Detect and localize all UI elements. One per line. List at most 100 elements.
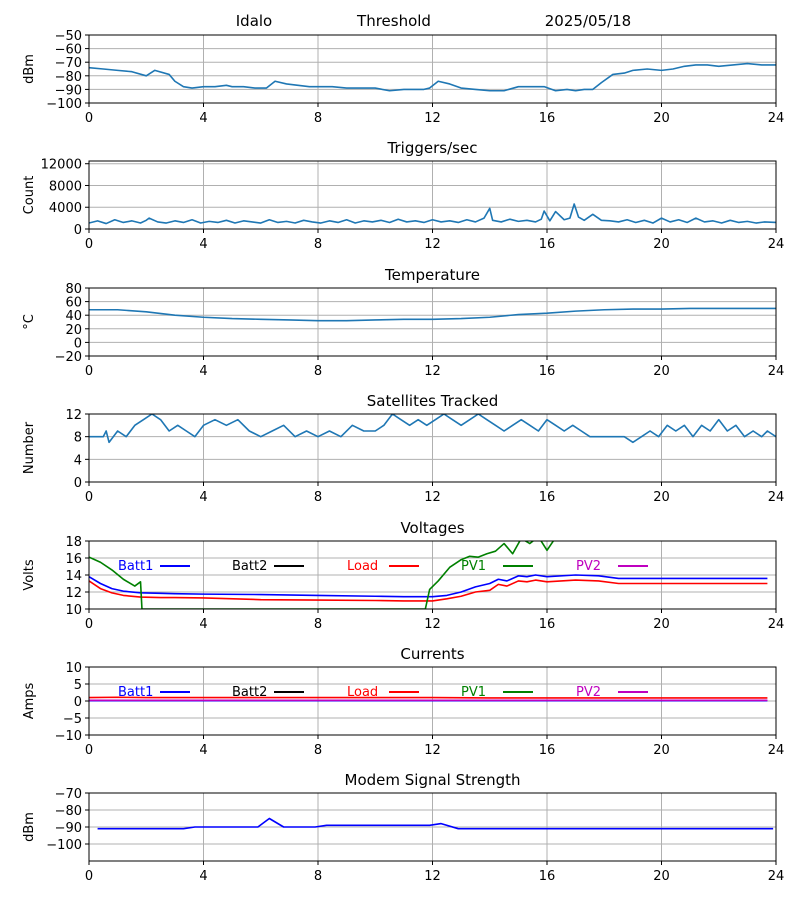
- y-tick-label: −70: [55, 56, 82, 71]
- x-tick-label: 12: [424, 364, 441, 379]
- series-line-0: [97, 817, 774, 830]
- x-tick-label: 8: [314, 364, 322, 379]
- x-tick-label: 12: [424, 111, 441, 126]
- y-tick-label: −70: [55, 787, 82, 802]
- series-line-0: [89, 307, 776, 322]
- x-tick-label: 24: [768, 111, 785, 126]
- y-tick-label: −50: [55, 29, 82, 44]
- y-tick-label: −5: [63, 712, 82, 727]
- x-tick-label: 8: [314, 237, 322, 252]
- x-tick-label: 20: [653, 743, 670, 758]
- y-tick-label: 18: [65, 535, 82, 550]
- y-tick-label: 80: [65, 282, 82, 297]
- series-line-0: [89, 62, 776, 92]
- y-tick-label: 12000: [41, 158, 82, 173]
- y-tick-label: 60: [65, 296, 82, 311]
- y-tick-label: 10: [65, 603, 82, 618]
- x-tick-label: 12: [424, 237, 441, 252]
- panel-satellites: 0 4 8 12 16 20 24 0 4 8 12 Satellites Tracked Number: [22, 392, 784, 505]
- x-tick-label: 0: [85, 490, 93, 505]
- x-tick-label: 24: [768, 364, 785, 379]
- y-tick-label: 5: [74, 678, 82, 693]
- x-tick-label: 20: [653, 111, 670, 126]
- panel-title: Temperature: [384, 266, 480, 284]
- panel-title: Currents: [400, 645, 464, 663]
- panel-currents: 0 4 8 12 16 20 24 −10 −5 0 5 10 Currents Amps Load Batt…: [22, 645, 784, 758]
- x-tick-label: 8: [314, 743, 322, 758]
- legend-label-pv1: PV1: [461, 685, 486, 700]
- x-tick-label: 12: [424, 490, 441, 505]
- legend-label-load: Load: [347, 559, 378, 574]
- x-tick-label: 20: [653, 237, 670, 252]
- y-tick-label: −80: [55, 804, 82, 819]
- y-axis-label: dBm: [22, 54, 37, 84]
- x-tick-label: 16: [539, 743, 556, 758]
- panel-title: Voltages: [400, 519, 464, 537]
- y-tick-label: 8000: [49, 179, 82, 194]
- legend-label-pv2: PV2: [576, 685, 601, 700]
- panel-title: Triggers/sec: [387, 139, 478, 157]
- series-line-load: [89, 696, 768, 699]
- y-axis-label: Amps: [22, 682, 37, 719]
- panel-title: Modem Signal Strength: [345, 771, 521, 789]
- y-tick-label: 0: [74, 223, 82, 238]
- panel-title: Satellites Tracked: [367, 392, 498, 410]
- y-axis-label: Count: [22, 176, 37, 215]
- legend-label-pv2: PV2: [576, 559, 601, 574]
- legend-label-batt1: Batt1: [118, 685, 153, 700]
- y-axis-label: dBm: [22, 812, 37, 842]
- series-line-0: [89, 414, 776, 444]
- y-tick-label: 8: [74, 431, 82, 446]
- series-line-pv1: [89, 541, 555, 609]
- y-tick-label: −60: [55, 43, 82, 58]
- x-tick-label: 16: [539, 617, 556, 632]
- y-tick-label: 12: [65, 408, 82, 423]
- x-tick-label: 12: [424, 869, 441, 884]
- header-station: Idalo: [236, 12, 272, 30]
- y-tick-label: 4: [74, 453, 82, 468]
- x-tick-label: 0: [85, 743, 93, 758]
- x-tick-label: 12: [424, 743, 441, 758]
- y-tick-label: −20: [55, 350, 82, 365]
- x-tick-label: 4: [199, 111, 207, 126]
- panel-triggers: 0 4 8 12 16 20 24 0 4000 8000 12000 Triggers/sec Cou…: [22, 139, 784, 252]
- panel-threshold: 0 4 8 12 16 20 24 −100−90−80−70−60−50 dBm: [22, 29, 784, 126]
- legend-label-batt1: Batt1: [118, 559, 153, 574]
- x-tick-label: 12: [424, 617, 441, 632]
- x-tick-label: 8: [314, 617, 322, 632]
- x-tick-label: 16: [539, 869, 556, 884]
- y-axis-label: °C: [22, 314, 37, 330]
- x-tick-label: 0: [85, 237, 93, 252]
- x-tick-label: 4: [199, 617, 207, 632]
- header-date: 2025/05/18: [545, 12, 631, 30]
- y-tick-label: 0: [74, 336, 82, 351]
- x-tick-label: 4: [199, 364, 207, 379]
- x-tick-label: 24: [768, 237, 785, 252]
- series-line-0: [89, 203, 776, 225]
- x-tick-label: 4: [199, 490, 207, 505]
- header-label: Threshold: [356, 12, 431, 30]
- panel-voltages: 0 4 8 12 16 20 24 10 12 14 16 18 Voltages Volts Batt1 L…: [22, 519, 784, 632]
- x-tick-label: 24: [768, 617, 785, 632]
- y-tick-label: 14: [65, 569, 82, 584]
- y-tick-label: 16: [65, 552, 82, 567]
- y-tick-label: −10: [55, 729, 82, 744]
- y-tick-label: 10: [65, 661, 82, 676]
- x-tick-label: 0: [85, 111, 93, 126]
- y-tick-label: −100: [46, 838, 82, 853]
- legend-label-batt2: Batt2: [232, 559, 267, 574]
- series-line-load: [89, 579, 768, 602]
- x-tick-label: 24: [768, 490, 785, 505]
- x-tick-label: 16: [539, 364, 556, 379]
- y-tick-label: 0: [74, 476, 82, 491]
- x-tick-label: 4: [199, 237, 207, 252]
- x-tick-label: 20: [653, 617, 670, 632]
- x-tick-label: 24: [768, 743, 785, 758]
- x-tick-label: 4: [199, 869, 207, 884]
- y-tick-label: −90: [55, 83, 82, 98]
- legend-label-pv1: PV1: [461, 559, 486, 574]
- series-line-batt1: [89, 574, 768, 598]
